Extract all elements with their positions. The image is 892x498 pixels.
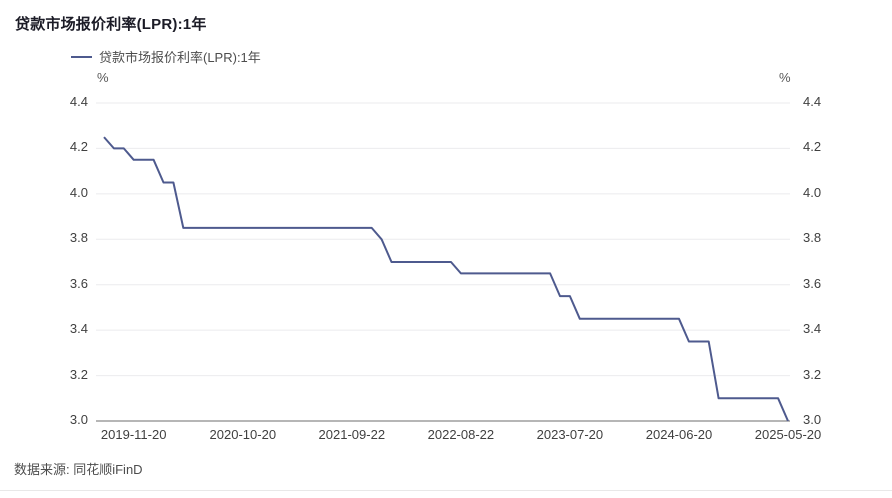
legend-item-lpr-1y[interactable]: 贷款市场报价利率(LPR):1年 xyxy=(71,47,261,66)
y-axis-label-left: 3.4 xyxy=(69,321,88,337)
y-axis-label-left: 4.4 xyxy=(69,94,88,109)
x-axis-label: 2025-05-20 xyxy=(754,427,822,442)
y-axis-label-left: 4.2 xyxy=(69,139,88,155)
x-axis-label: 2023-07-20 xyxy=(536,427,604,442)
bottom-divider xyxy=(0,490,892,491)
x-axis-label: 2021-09-22 xyxy=(318,427,386,442)
y-axis-label-right: 3.8 xyxy=(803,230,822,246)
page-title: 贷款市场报价利率(LPR):1年 xyxy=(15,16,207,33)
y-axis-label-right: 4.2 xyxy=(803,139,822,155)
x-axis-label: 2024-06-20 xyxy=(645,427,713,442)
y-axis-label-right: 3.0 xyxy=(803,412,822,427)
y-axis-label-right: 4.4 xyxy=(803,94,822,109)
legend-line-icon xyxy=(71,55,92,58)
y-axis-label-left: 3.6 xyxy=(69,275,88,291)
x-axis-label: 2022-08-22 xyxy=(427,427,495,442)
x-axis-label: 2020-10-20 xyxy=(209,427,277,442)
y-axis-label-left: 4.0 xyxy=(69,184,88,200)
data-source-note: 数据来源: 同花顺iFinD xyxy=(14,462,143,477)
y-axis-unit-left: % xyxy=(97,70,109,85)
y-axis-label-right: 3.4 xyxy=(803,321,822,337)
y-axis-label-left: 3.2 xyxy=(69,366,88,382)
y-axis-label-right: 3.2 xyxy=(803,366,822,382)
y-axis-unit-right: % xyxy=(779,70,791,85)
y-axis-label-left: 3.8 xyxy=(69,230,88,246)
lpr-series-line xyxy=(103,136,789,422)
x-axis-label: 2019-11-20 xyxy=(100,427,167,442)
y-axis-label-right: 4.0 xyxy=(803,184,822,200)
legend-label: 贷款市场报价利率(LPR):1年 xyxy=(99,50,261,65)
y-axis-label-left: 3.0 xyxy=(69,412,88,427)
y-axis-label-right: 3.6 xyxy=(803,275,822,291)
